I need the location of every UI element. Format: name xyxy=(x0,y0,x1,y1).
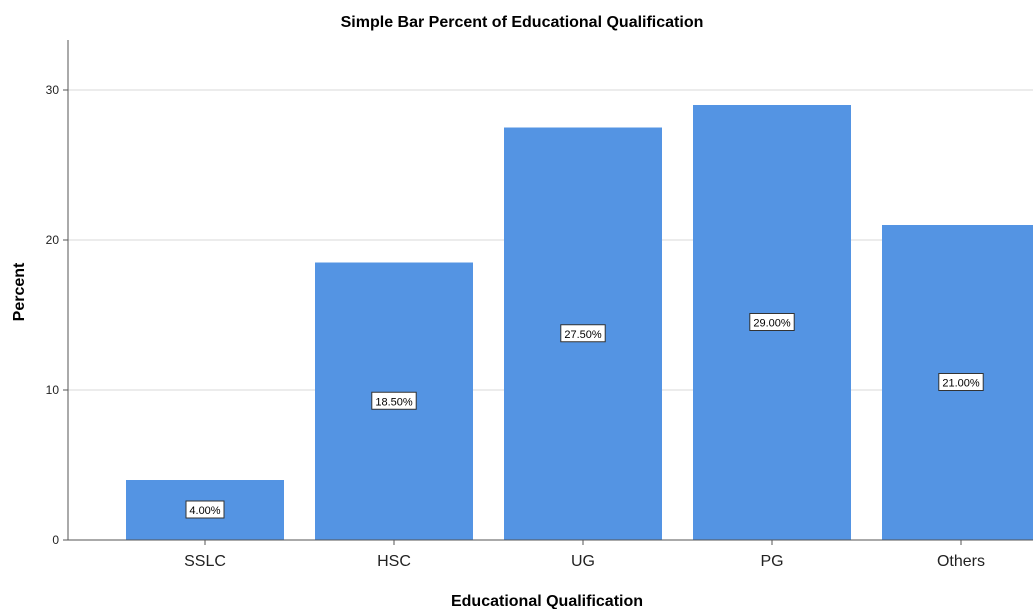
y-tick-label: 30 xyxy=(46,83,60,97)
data-label-box xyxy=(749,313,795,331)
y-tick-label: 0 xyxy=(52,533,59,547)
data-label: 18.50% xyxy=(375,396,413,408)
y-tick-label: 10 xyxy=(46,383,60,397)
data-label: 27.50% xyxy=(564,329,602,341)
y-tick-label: 20 xyxy=(46,233,60,247)
bars xyxy=(126,105,1033,540)
x-tick-label: HSC xyxy=(377,553,411,570)
data-label-box xyxy=(560,324,606,343)
x-tick-label: PG xyxy=(760,553,783,570)
axes: 0 10 20 30 SSLC HSC UG PG Others xyxy=(46,40,1033,570)
data-labels: 4.00% 18.50% 27.50% 29.00% 21.00% xyxy=(185,313,984,519)
x-tick-label: UG xyxy=(571,553,595,570)
x-axis-title: Educational Qualification xyxy=(451,593,643,609)
data-label-box xyxy=(371,391,417,410)
data-label-box xyxy=(185,500,225,519)
data-label-box xyxy=(938,373,984,391)
data-label: 29.00% xyxy=(753,318,791,330)
data-label: 21.00% xyxy=(942,378,980,390)
data-label: 4.00% xyxy=(189,505,220,517)
x-tick-label: SSLC xyxy=(184,553,226,570)
x-tick-label: Others xyxy=(937,553,985,570)
chart-title: Simple Bar Percent of Educational Qualif… xyxy=(341,14,704,31)
y-axis-title: Percent xyxy=(11,262,28,321)
